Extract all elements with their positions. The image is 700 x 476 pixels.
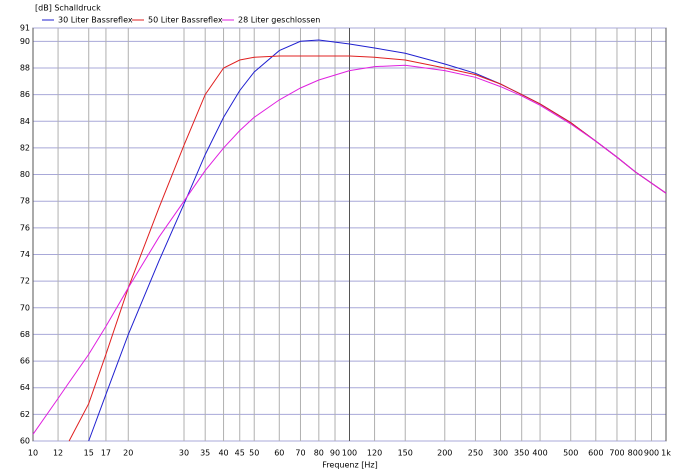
x-tick-label: 70 bbox=[295, 449, 305, 458]
x-tick-label: 100 bbox=[342, 449, 357, 458]
x-tick-label: 35 bbox=[200, 449, 210, 458]
x-tick-label: 900 bbox=[644, 449, 659, 458]
x-tick-label: 150 bbox=[398, 449, 413, 458]
y-tick-label: 82 bbox=[20, 143, 30, 152]
x-tick-label: 80 bbox=[314, 449, 324, 458]
y-tick-label: 86 bbox=[20, 90, 30, 99]
x-tick-label: 20 bbox=[123, 449, 133, 458]
x-tick-label: 350 bbox=[514, 449, 529, 458]
x-tick-label: 50 bbox=[249, 449, 259, 458]
x-tick-label: 250 bbox=[468, 449, 483, 458]
x-tick-label: 90 bbox=[330, 449, 340, 458]
x-tick-label: 15 bbox=[84, 449, 94, 458]
x-tick-label: 800 bbox=[628, 449, 643, 458]
x-tick-label: 200 bbox=[437, 449, 452, 458]
y-tick-label: 70 bbox=[20, 303, 30, 312]
x-tick-label: 120 bbox=[367, 449, 382, 458]
x-tick-label: 600 bbox=[588, 449, 603, 458]
y-tick-label: 60 bbox=[20, 437, 30, 446]
y-tick-label: 88 bbox=[20, 63, 30, 72]
y-tick-label: 84 bbox=[20, 117, 30, 126]
x-tick-label: 45 bbox=[235, 449, 245, 458]
x-tick-label: 1k bbox=[661, 449, 671, 458]
y-tick-label: 74 bbox=[20, 250, 30, 259]
y-tick-label: 72 bbox=[20, 277, 30, 286]
legend-label: 30 Liter Bassreflex bbox=[58, 16, 133, 25]
x-axis-title: Frequenz [Hz] bbox=[322, 461, 377, 470]
series-line bbox=[32, 64, 667, 435]
y-tick-label: 76 bbox=[20, 223, 30, 232]
legend-label: 28 Liter geschlossen bbox=[238, 16, 320, 25]
x-tick-label: 12 bbox=[53, 449, 63, 458]
y-tick-label: 66 bbox=[20, 357, 30, 366]
x-tick-label: 40 bbox=[218, 449, 228, 458]
x-tick-label: 700 bbox=[609, 449, 624, 458]
x-tick-label: 400 bbox=[532, 449, 547, 458]
y-axis-title: [dB] Schalldruck bbox=[35, 4, 101, 13]
x-tick-label: 500 bbox=[563, 449, 578, 458]
y-tick-label: 80 bbox=[20, 170, 30, 179]
x-tick-label: 10 bbox=[28, 449, 38, 458]
x-tick-label: 300 bbox=[493, 449, 508, 458]
legend-label: 50 Liter Bassreflex bbox=[148, 16, 223, 25]
x-tick-label: 30 bbox=[179, 449, 189, 458]
x-tick-label: 60 bbox=[274, 449, 284, 458]
y-tick-label: 64 bbox=[20, 383, 30, 392]
y-tick-label: 91 bbox=[20, 24, 30, 33]
y-tick-label: 68 bbox=[20, 330, 30, 339]
y-tick-label: 90 bbox=[20, 37, 30, 46]
series-line bbox=[68, 55, 667, 442]
x-tick-label: 17 bbox=[101, 449, 111, 458]
y-tick-label: 78 bbox=[20, 197, 30, 206]
y-tick-label: 62 bbox=[20, 410, 30, 419]
